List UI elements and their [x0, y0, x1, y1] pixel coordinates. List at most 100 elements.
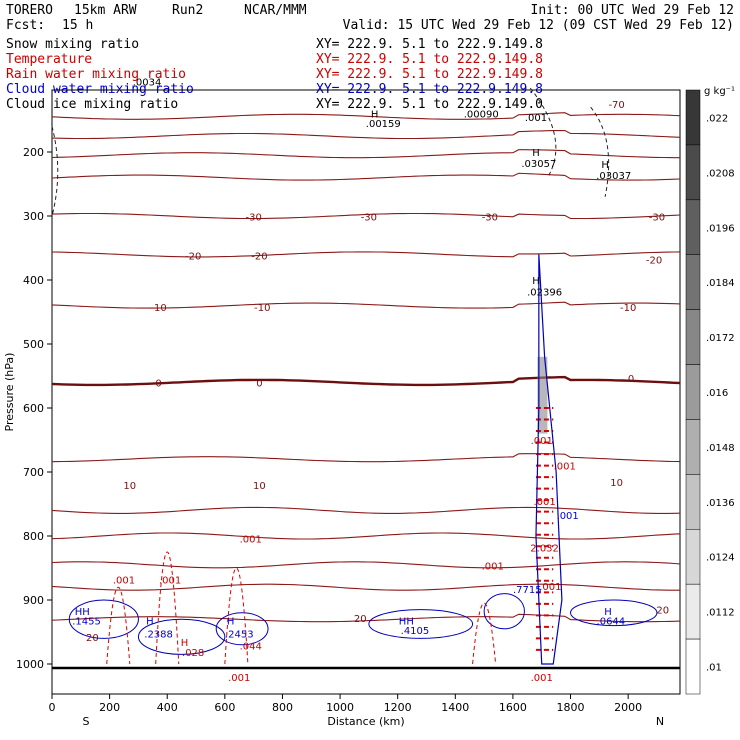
- isotherm-label: -20: [185, 252, 201, 263]
- colorbar-swatch: [685, 309, 701, 365]
- hydrometeor-label: .03037: [596, 171, 631, 182]
- hydrometeor-label: H: [532, 148, 540, 159]
- isotherm-lower: [51, 506, 681, 514]
- legend-label-rain: Rain water mixing ratio: [6, 67, 186, 82]
- colorbar-tick-label: .016: [706, 388, 728, 399]
- isotherm-label: 20: [354, 614, 367, 625]
- hydrometeor-label: .001: [228, 673, 250, 684]
- colorbar-unit: g kg⁻¹: [704, 86, 735, 97]
- x-tick-label: 200: [99, 701, 120, 714]
- y-axis-title: Pressure (hPa): [3, 353, 16, 432]
- hydrometeor-label: .001: [159, 576, 181, 587]
- cloud-ice-outline: [51, 126, 59, 217]
- rain-plume: [106, 587, 131, 665]
- x-tick-label: 2000: [614, 701, 642, 714]
- isotherm-label: 0: [256, 378, 262, 389]
- model-name: TORERO: [6, 3, 53, 18]
- y-tick-label: 1000: [16, 658, 44, 671]
- x-tick-label: 800: [272, 701, 293, 714]
- x-tick-label: 1800: [557, 701, 585, 714]
- colorbar-swatch: [685, 254, 701, 310]
- colorbar-tick-label: .0112: [706, 608, 735, 619]
- isotherm--50: [51, 149, 680, 159]
- org-label: NCAR/MMM: [244, 3, 307, 18]
- colorbar-swatch: [685, 89, 701, 146]
- colorbar-swatch: [685, 638, 701, 695]
- hydrometeor-label: .001: [554, 462, 576, 473]
- colorbar: g kg⁻¹ .022 .0208 .0196 .0184 .0172 .016 .0148…: [685, 86, 735, 695]
- legend: Snow mixing ratio XY= 222.9. 5.1 to 222.…: [6, 37, 543, 112]
- legend-xy-cloud-ice: XY= 222.9. 5.1 to 222.9.149.0: [316, 97, 543, 112]
- hydrometeor-label: .028: [182, 648, 204, 659]
- isotherm-label: -10: [254, 303, 270, 314]
- cloud-water-blob: [483, 593, 525, 630]
- hydrometeor-label: .1455: [72, 616, 101, 627]
- isotherm-label: 0: [628, 374, 634, 385]
- y-tick-label: 200: [23, 146, 44, 159]
- isotherm-label: -30: [482, 213, 498, 224]
- x-tick-label: 1000: [326, 701, 354, 714]
- x-end-label-north: N: [656, 715, 664, 728]
- colorbar-swatch: [685, 364, 701, 420]
- x-tick-label: 1600: [499, 701, 527, 714]
- hydrometeor-label: .0644: [597, 616, 626, 627]
- hydrometeor-label: .02396: [527, 288, 562, 299]
- isotherm-label: 20: [86, 633, 99, 644]
- hydrometeor-contours: [51, 87, 658, 665]
- contour-labels: -70 -30 -30 -30 -30 -20 -20 -20 -10 -10 -10 0 0 0 10 10…: [72, 78, 669, 684]
- y-tick-label: 800: [23, 530, 44, 543]
- colorbar-swatch: [685, 529, 701, 585]
- isotherm-label: 20: [656, 606, 669, 617]
- hydrometeor-label: .4105: [401, 626, 430, 637]
- cloud-water-blob: [215, 612, 269, 646]
- hydrometeor-label: .001: [240, 535, 262, 546]
- isotherm--30: [51, 212, 681, 220]
- isotherm-label: 10: [253, 481, 266, 492]
- colorbar-swatch: [685, 583, 701, 640]
- plot-frame: [51, 89, 681, 695]
- snow-core-shading: [537, 356, 548, 434]
- legend-label-temperature: Temperature: [6, 52, 92, 67]
- legend-xy-temperature: XY= 222.9. 5.1 to 222.9.149.8: [316, 52, 543, 67]
- hydrometeor-label: .0034: [133, 78, 162, 89]
- hydrometeor-label: H: [601, 160, 609, 171]
- y-tick-label: 900: [23, 594, 44, 607]
- y-tick-label: 400: [23, 274, 44, 287]
- isotherm-label: -30: [649, 213, 665, 224]
- x-axis: 0 200 400 600 800 1000 1200 1400 1600 1800 2000: [49, 694, 642, 714]
- colorbar-swatch: [685, 199, 701, 255]
- y-axis: 200 300 400 500 600 700 800 900 1000: [16, 146, 52, 671]
- hydrometeor-label: .03057: [521, 159, 556, 170]
- colorbar-tick-label: .0124: [706, 553, 735, 564]
- isotherm-label: -30: [245, 213, 261, 224]
- hydrometeor-label: .001: [539, 582, 561, 593]
- hydrometeor-label: HH: [75, 607, 90, 618]
- colorbar-tick-label: .01: [706, 663, 722, 674]
- init-time: Init: 00 UTC Wed 29 Feb 12: [531, 3, 735, 18]
- y-tick-label: 700: [23, 466, 44, 479]
- cloud-water-blob: [368, 609, 474, 639]
- hydrometeor-label: H: [532, 276, 540, 287]
- hydrometeor-label: .001: [482, 561, 504, 572]
- isotherm-20: [51, 613, 681, 623]
- isotherm--40: [51, 172, 681, 181]
- isotherm-lower: [51, 532, 681, 540]
- y-tick-label: 500: [23, 338, 44, 351]
- isotherm-lower: [51, 583, 680, 591]
- hydrometeor-label: .001: [113, 576, 135, 587]
- y-tick-label: 300: [23, 210, 44, 223]
- fcst-value: 15 h: [62, 18, 93, 33]
- y-tick-label: 600: [23, 402, 44, 415]
- colorbar-tick-label: .0148: [706, 443, 735, 454]
- isotherm-label: -30: [361, 213, 377, 224]
- cloud-water-blob: [137, 618, 226, 655]
- hydrometeor-label: .001: [531, 673, 553, 684]
- hydrometeor-label: H: [604, 607, 612, 618]
- isotherm-lower: [51, 561, 681, 569]
- hydrometeor-label: H: [371, 110, 379, 121]
- hydrometeor-label: .001: [525, 113, 547, 124]
- x-axis-title: Distance (km): [327, 715, 404, 728]
- isotherm--60: [51, 129, 681, 140]
- colorbar-tick-label: .0172: [706, 333, 735, 344]
